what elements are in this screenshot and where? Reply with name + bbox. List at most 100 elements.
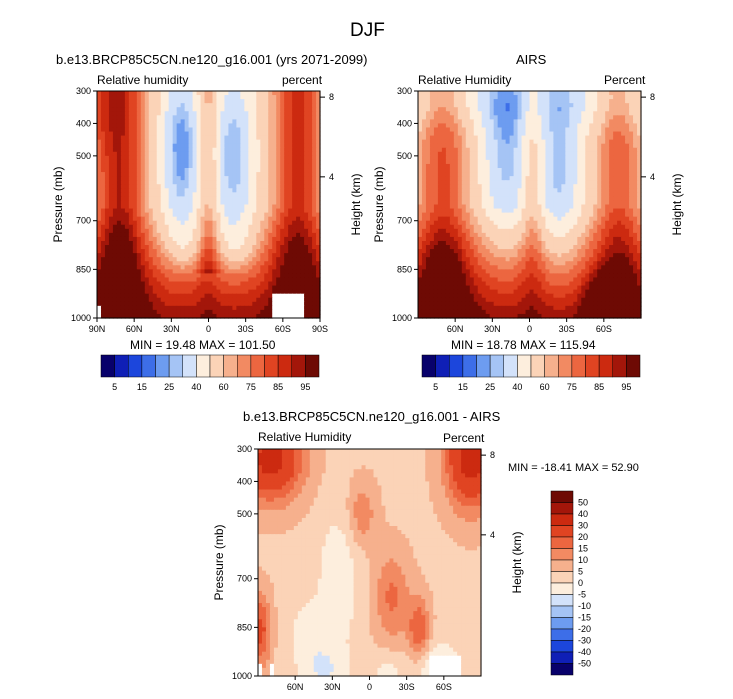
model-cell: [104, 269, 110, 275]
model-cell: [144, 159, 150, 165]
airs-cell: [501, 131, 507, 137]
model-cell: [276, 232, 281, 238]
model-cell: [224, 204, 230, 210]
airs-cell: [505, 196, 511, 202]
airs-cell: [485, 107, 491, 112]
model-cell: [112, 176, 118, 181]
model-cell: [176, 143, 182, 149]
model-cell: [264, 269, 269, 275]
model-cell: [212, 119, 218, 125]
model-cell: [196, 135, 202, 141]
model-cell: [148, 305, 154, 311]
model-cell: [272, 245, 277, 250]
model-cell: [256, 200, 261, 206]
model-cell: [104, 172, 110, 177]
airs-cell: [533, 139, 539, 145]
model-cell: [236, 119, 241, 125]
model-cell: [284, 91, 289, 96]
model-cell: [220, 123, 226, 129]
airs-cell: [537, 123, 543, 129]
model-cell: [124, 277, 130, 283]
model-cell: [292, 123, 297, 129]
model-cell: [160, 127, 166, 133]
airs-cell: [489, 131, 495, 137]
airs-cell: [541, 123, 547, 129]
model-cell: [248, 273, 253, 279]
model-cell: [100, 127, 106, 133]
model-cell: [140, 245, 146, 250]
model-cell: [272, 155, 277, 161]
airs-cell: [521, 196, 527, 202]
model-cell: [232, 176, 237, 181]
model-cell: [260, 131, 265, 137]
model-cell: [216, 111, 222, 116]
model-cell: [244, 245, 249, 250]
model-cell: [156, 176, 162, 181]
airs-cell: [557, 111, 562, 116]
model-cell: [264, 208, 269, 214]
model-cell: [156, 240, 162, 246]
model-cell: [184, 180, 190, 185]
model-cell: [144, 115, 150, 120]
model-cell: [292, 147, 297, 153]
airs-cell: [465, 103, 471, 108]
airs-cell: [497, 220, 503, 226]
model-cell: [100, 155, 106, 161]
model-cell: [216, 115, 222, 120]
airs-cell: [473, 123, 479, 129]
model-cell: [292, 200, 297, 206]
airs-cell: [541, 111, 547, 116]
model-cell: [248, 196, 253, 202]
model-cell: [232, 127, 237, 133]
model-cell: [220, 155, 226, 161]
model-cell: [172, 220, 178, 226]
airs-cell: [509, 135, 515, 141]
model-cell: [264, 111, 269, 116]
airs-cell: [581, 151, 586, 157]
model-cell: [164, 245, 170, 250]
model-cell: [276, 245, 281, 250]
airs-cell: [557, 176, 562, 181]
model-cell: [97, 313, 102, 319]
model-cell: [228, 127, 233, 133]
airs-cell: [545, 159, 551, 165]
model-cell: [180, 111, 186, 116]
airs-cell: [637, 192, 642, 197]
model-cell: [276, 240, 281, 246]
airs-cell: [441, 212, 447, 218]
airs-cell: [613, 103, 618, 108]
model-cell: [312, 285, 317, 291]
model-cell: [160, 281, 166, 287]
model-cell: [136, 305, 142, 311]
model-cell: [104, 131, 110, 137]
airs-cell: [609, 147, 614, 153]
model-cell: [124, 249, 130, 254]
model-cell: [284, 289, 289, 295]
airs-cell: [597, 192, 602, 197]
airs-cell: [418, 184, 423, 189]
model-cell: [288, 188, 293, 193]
model-cell: [184, 232, 190, 238]
airs-cell: [605, 91, 610, 96]
airs-cell: [489, 208, 495, 214]
airs-cell: [421, 115, 427, 120]
airs-cell: [457, 107, 463, 112]
model-cell: [236, 172, 241, 177]
model-cell: [180, 172, 186, 177]
model-cell: [296, 176, 301, 181]
model-cell: [180, 147, 186, 153]
model-cell: [97, 91, 102, 96]
model-cell: [200, 127, 206, 133]
airs-cell: [489, 103, 495, 108]
airs-cell: [481, 188, 487, 193]
model-cell: [296, 155, 301, 161]
airs-cell: [425, 192, 431, 197]
airs-cell: [501, 139, 507, 145]
model-cell: [240, 240, 245, 246]
model-cell: [148, 107, 154, 112]
model-cell: [97, 147, 102, 153]
model-cell: [212, 293, 218, 299]
airs-cell: [605, 139, 610, 145]
model-cell: [156, 289, 162, 295]
model-cell: [280, 172, 285, 177]
